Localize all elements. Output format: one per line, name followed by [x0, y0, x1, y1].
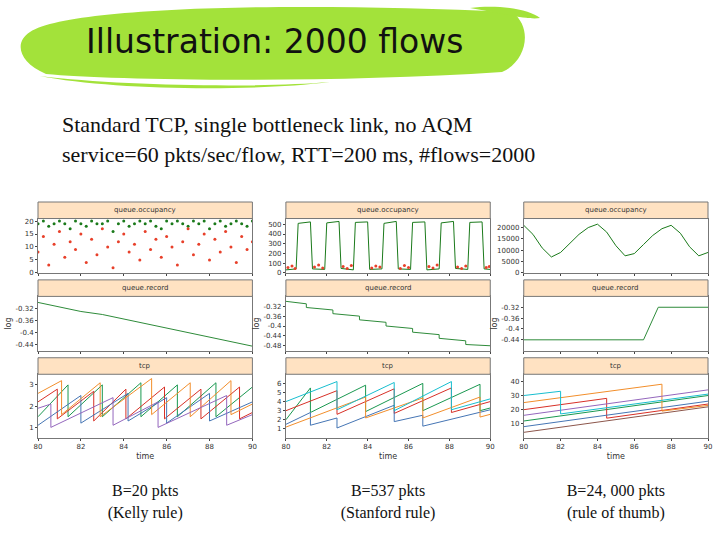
svg-text:2: 2 [29, 403, 33, 411]
svg-text:400: 400 [268, 230, 281, 238]
svg-text:-0.44: -0.44 [15, 341, 34, 349]
svg-text:200: 200 [268, 250, 281, 258]
svg-text:300: 300 [268, 240, 281, 248]
svg-text:-0.4: -0.4 [20, 329, 34, 337]
svg-text:2: 2 [277, 416, 281, 424]
svg-text:90: 90 [486, 443, 495, 451]
html-text:Standard TCP, single bottlenec: Standard TCP, single bottleneck link, no… [62, 112, 473, 137]
svg-text:3: 3 [29, 381, 33, 389]
svg-text:time: time [379, 452, 397, 461]
html-text:B=24, 000 pkts: B=24, 000 pkts [566, 482, 666, 499]
svg-text:tcp: tcp [382, 362, 394, 370]
svg-text:queue.record: queue.record [592, 284, 639, 292]
svg-text:82: 82 [556, 443, 565, 451]
svg-text:3: 3 [277, 407, 281, 415]
html-text:(rule of thumb): (rule of thumb) [567, 504, 665, 521]
svg-text:88: 88 [667, 443, 676, 451]
svg-text:15: 15 [25, 230, 34, 238]
svg-text:20000: 20000 [497, 224, 519, 232]
svg-text:10: 10 [510, 420, 519, 428]
svg-text:-0.32: -0.32 [15, 305, 33, 313]
svg-text:500: 500 [268, 221, 281, 229]
svg-text:20: 20 [25, 218, 34, 226]
svg-text:-0.32: -0.32 [263, 303, 281, 311]
svg-text:80: 80 [34, 443, 43, 451]
html-text:B=20 pkts: B=20 pkts [112, 482, 179, 499]
svg-text:-0.36: -0.36 [263, 313, 282, 321]
svg-text:0: 0 [515, 269, 519, 277]
svg-text:-0.48: -0.48 [263, 342, 281, 350]
svg-text:-0.36: -0.36 [15, 317, 34, 325]
svg-text:5: 5 [29, 256, 33, 264]
svg-text:tcp: tcp [610, 362, 622, 370]
svg-text:1: 1 [29, 424, 33, 432]
svg-text:-0.44: -0.44 [263, 332, 282, 340]
svg-text:80: 80 [519, 443, 528, 451]
svg-text:0: 0 [29, 269, 33, 277]
svg-text:log: log [252, 317, 261, 329]
svg-text:-0.32: -0.32 [501, 304, 519, 312]
svg-text:time: time [607, 452, 625, 461]
svg-text:20: 20 [510, 406, 519, 414]
svg-text:15000: 15000 [497, 235, 519, 243]
svg-text:84: 84 [363, 443, 372, 451]
svg-text:84: 84 [119, 443, 128, 451]
svg-text:tcp: tcp [139, 362, 151, 370]
svg-text:log: log [4, 317, 13, 329]
svg-text:time: time [136, 452, 154, 461]
svg-text:queue.occupancy: queue.occupancy [357, 206, 419, 214]
svg-text:queue.record: queue.record [122, 284, 169, 292]
svg-text:86: 86 [162, 443, 171, 451]
svg-text:84: 84 [593, 443, 602, 451]
svg-text:90: 90 [704, 443, 713, 451]
html-text:(Stanford rule): (Stanford rule) [340, 504, 436, 521]
svg-text:90: 90 [248, 443, 257, 451]
svg-text:1: 1 [277, 425, 281, 433]
html-text:service=60 pkts/sec/flow, RTT=: service=60 pkts/sec/flow, RTT=200 ms, #f… [62, 142, 536, 167]
svg-text:5: 5 [277, 389, 281, 397]
svg-text:10000: 10000 [497, 247, 519, 255]
html-text:Illustration: 2000 flows: Illustration: 2000 flows [86, 22, 464, 61]
svg-text:86: 86 [630, 443, 639, 451]
svg-text:-0.44: -0.44 [501, 336, 520, 344]
svg-text:10: 10 [25, 243, 34, 251]
svg-text:5000: 5000 [502, 258, 520, 266]
svg-text:0: 0 [277, 269, 281, 277]
svg-text:82: 82 [76, 443, 85, 451]
svg-text:log: log [490, 317, 499, 329]
svg-text:40: 40 [510, 378, 519, 386]
svg-text:-0.4: -0.4 [506, 325, 520, 333]
svg-text:queue.record: queue.record [365, 284, 412, 292]
svg-text:30: 30 [510, 392, 519, 400]
svg-text:88: 88 [205, 443, 214, 451]
svg-text:4: 4 [277, 398, 282, 406]
svg-text:86: 86 [404, 443, 413, 451]
html-text:(Kelly rule): (Kelly rule) [107, 504, 183, 521]
svg-text:-0.36: -0.36 [501, 315, 520, 323]
svg-text:queue.occupancy: queue.occupancy [585, 206, 647, 214]
svg-text:6: 6 [277, 380, 282, 388]
html-text:B=537 pkts: B=537 pkts [350, 482, 426, 499]
svg-text:82: 82 [322, 443, 331, 451]
svg-text:queue.occupancy: queue.occupancy [114, 206, 176, 214]
svg-text:-0.4: -0.4 [268, 322, 282, 330]
svg-text:100: 100 [268, 260, 281, 268]
svg-text:88: 88 [445, 443, 454, 451]
svg-text:80: 80 [281, 443, 290, 451]
